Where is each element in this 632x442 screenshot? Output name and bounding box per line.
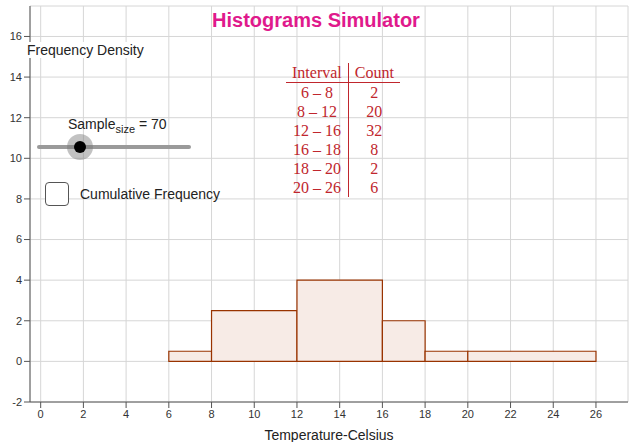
svg-text:8: 8 (208, 408, 214, 420)
svg-text:24: 24 (547, 408, 559, 420)
svg-text:2: 2 (16, 315, 22, 327)
html-text:8: 8 (370, 141, 379, 158)
svg-text:6: 6 (16, 233, 22, 245)
svg-text:12: 12 (10, 112, 22, 124)
html-text:Cumulative Frequency: Cumulative Frequency (80, 186, 221, 202)
html-text:Samplesize = 70: Samplesize = 70 (68, 116, 167, 135)
svg-text:10: 10 (248, 408, 260, 420)
svg-text:6: 6 (166, 408, 172, 420)
svg-text:14: 14 (10, 71, 22, 83)
html-text:6 – 8: 6 – 8 (300, 84, 333, 101)
svg-text:18: 18 (419, 408, 431, 420)
svg-text:16: 16 (376, 408, 388, 420)
html-text:Count: Count (354, 64, 394, 81)
html-text:32: 32 (366, 122, 383, 139)
svg-text:4: 4 (123, 408, 129, 420)
svg-text:8: 8 (16, 193, 22, 205)
svg-text:0: 0 (38, 408, 44, 420)
html-text:8 – 12: 8 – 12 (296, 103, 337, 120)
svg-text:16: 16 (10, 30, 22, 42)
html-text:16 – 18: 16 – 18 (292, 141, 341, 158)
svg-text:14: 14 (334, 408, 346, 420)
html-text:Histograms Simulator: Histograms Simulator (212, 9, 420, 31)
svg-text:4: 4 (16, 274, 22, 286)
svg-text:0: 0 (16, 355, 22, 367)
svg-text:2: 2 (80, 408, 86, 420)
html-text:18 – 20: 18 – 20 (292, 160, 341, 177)
html-text:20: 20 (366, 103, 383, 120)
html-text:2: 2 (370, 160, 379, 177)
html-text:20 – 26: 20 – 26 (292, 179, 341, 196)
html-text:Interval: Interval (292, 64, 342, 81)
svg-text:12: 12 (291, 408, 303, 420)
html-text:2: 2 (370, 84, 379, 101)
svg-text:Temperature-Celsius: Temperature-Celsius (264, 427, 393, 442)
svg-text:22: 22 (504, 408, 516, 420)
html-text:12 – 16: 12 – 16 (292, 122, 341, 139)
svg-text:10: 10 (10, 152, 22, 164)
svg-text:26: 26 (590, 408, 602, 420)
svg-text:20: 20 (462, 408, 474, 420)
svg-text:-2: -2 (12, 396, 22, 408)
html-text:Frequency Density: Frequency Density (27, 42, 144, 58)
html-text:6: 6 (370, 179, 379, 196)
